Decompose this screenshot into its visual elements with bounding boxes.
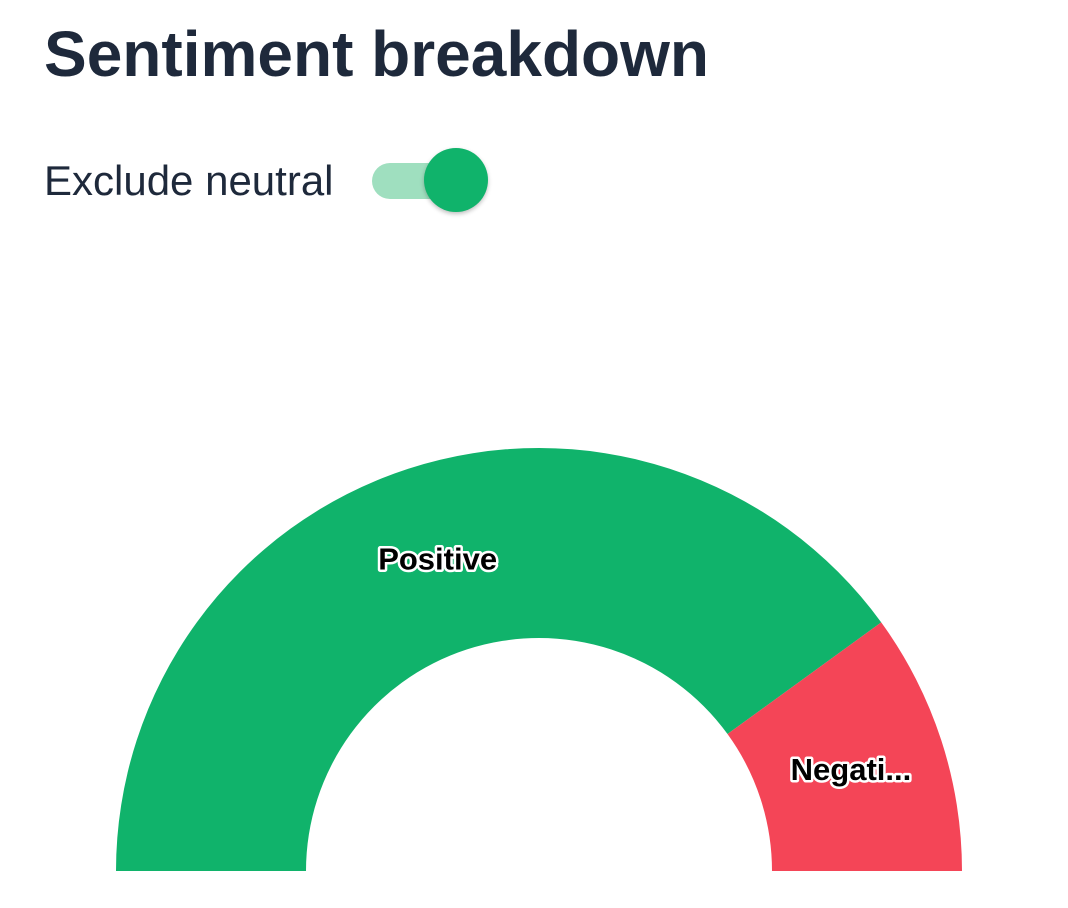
exclude-neutral-toggle[interactable] xyxy=(371,148,492,214)
slice-negative[interactable] xyxy=(727,622,962,871)
slice-positive[interactable] xyxy=(116,448,882,871)
exclude-neutral-row: Exclude neutral xyxy=(44,148,492,214)
slice-label-positive: Positive xyxy=(378,542,497,577)
exclude-neutral-label: Exclude neutral xyxy=(44,157,334,204)
toggle-thumb xyxy=(423,148,488,212)
chart-slices xyxy=(116,448,962,871)
page-title: Sentiment breakdown xyxy=(44,18,709,90)
slice-label-negative: Negati... xyxy=(791,752,912,787)
chart-labels: Positive Negati... xyxy=(376,539,914,790)
